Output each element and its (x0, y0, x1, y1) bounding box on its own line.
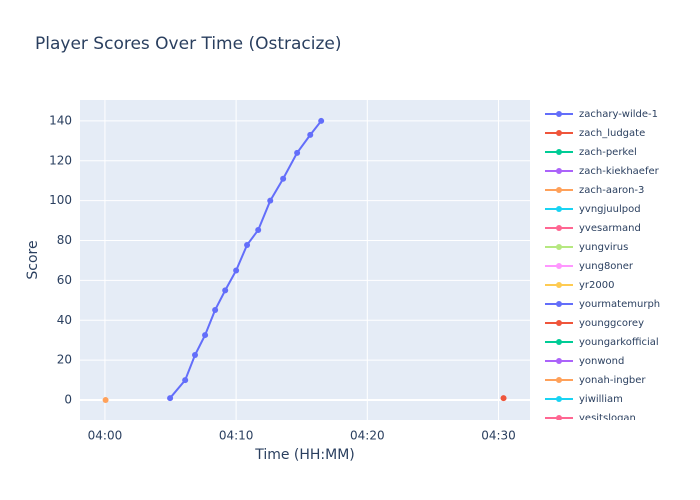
legend-marker (556, 339, 562, 345)
data-point (182, 377, 189, 384)
legend-marker (556, 149, 562, 155)
data-point (244, 241, 251, 248)
marks (102, 117, 507, 404)
y-tick-label: 60 (57, 273, 72, 287)
legend-marker (556, 301, 562, 307)
legend-label[interactable]: yesitslogan (579, 413, 636, 424)
data-point (212, 306, 219, 313)
legend-marker (556, 111, 562, 117)
plot-area (80, 100, 530, 420)
legend-label[interactable]: zachary-wilde-1 (579, 109, 658, 120)
y-tick-label: 0 (64, 393, 72, 407)
legend-marker (556, 320, 562, 326)
series-line (169, 120, 322, 399)
legend-marker (556, 282, 562, 288)
y-tick-label: 120 (49, 153, 72, 167)
legend-label[interactable]: youngarkofficial (579, 337, 659, 348)
legend[interactable]: zachary-wilde-1 zach_ludgate zach-perkel za… (545, 109, 660, 424)
legend-marker (556, 187, 562, 193)
data-point (267, 197, 274, 204)
legend-label[interactable]: younggcorey (579, 318, 644, 329)
legend-label[interactable]: yung8oner (579, 261, 634, 272)
y-tick-label: 40 (57, 313, 72, 327)
grid (80, 100, 530, 420)
x-tick-label: 04:30 (481, 429, 516, 443)
legend-label[interactable]: zach_ludgate (579, 128, 645, 139)
y-tick-label: 80 (57, 233, 72, 247)
legend-label[interactable]: yonah-ingber (579, 375, 646, 386)
data-point (500, 395, 507, 402)
legend-marker (556, 225, 562, 231)
legend-marker (556, 206, 562, 212)
data-point (102, 397, 109, 404)
legend-marker (556, 396, 562, 402)
legend-marker (556, 168, 562, 174)
legend-marker (556, 263, 562, 269)
y-tick-label: 100 (49, 193, 72, 207)
legend-label[interactable]: zach-kiekhaefer (579, 166, 660, 177)
y-tick-label: 140 (49, 113, 72, 127)
data-point (307, 131, 314, 138)
legend-marker (556, 377, 562, 383)
x-tick-label: 04:00 (88, 429, 123, 443)
legend-label[interactable]: zach-perkel (579, 147, 637, 158)
legend-label[interactable]: zach-aaron-3 (579, 185, 644, 196)
legend-marker (556, 244, 562, 250)
legend-marker (556, 130, 562, 136)
legend-label[interactable]: yr2000 (579, 280, 614, 291)
y-axis-label: Score (25, 240, 41, 279)
x-tick-label: 04:10 (219, 429, 254, 443)
x-axis-label: Time (HH:MM) (254, 447, 355, 463)
data-point (280, 175, 287, 182)
legend-label[interactable]: yonwond (579, 356, 624, 367)
data-point (192, 352, 199, 359)
legend-marker (556, 415, 562, 420)
data-point (255, 226, 262, 233)
legend-marker (556, 358, 562, 364)
legend-label[interactable]: yvesarmand (579, 223, 641, 234)
chart-title: Player Scores Over Time (Ostracize) (35, 34, 342, 54)
data-point (318, 117, 325, 124)
x-tick-label: 04:20 (350, 429, 385, 443)
data-point (202, 332, 209, 339)
legend-label[interactable]: yvngjuulpod (579, 204, 641, 215)
y-tick-label: 20 (57, 353, 72, 367)
legend-label[interactable]: yiwilliam (579, 394, 623, 405)
data-point (222, 287, 229, 294)
data-point (233, 267, 240, 274)
legend-label[interactable]: yourmatemurph (579, 299, 660, 310)
data-point (294, 149, 301, 156)
legend-label[interactable]: yungvirus (579, 242, 628, 253)
data-point (167, 395, 174, 402)
